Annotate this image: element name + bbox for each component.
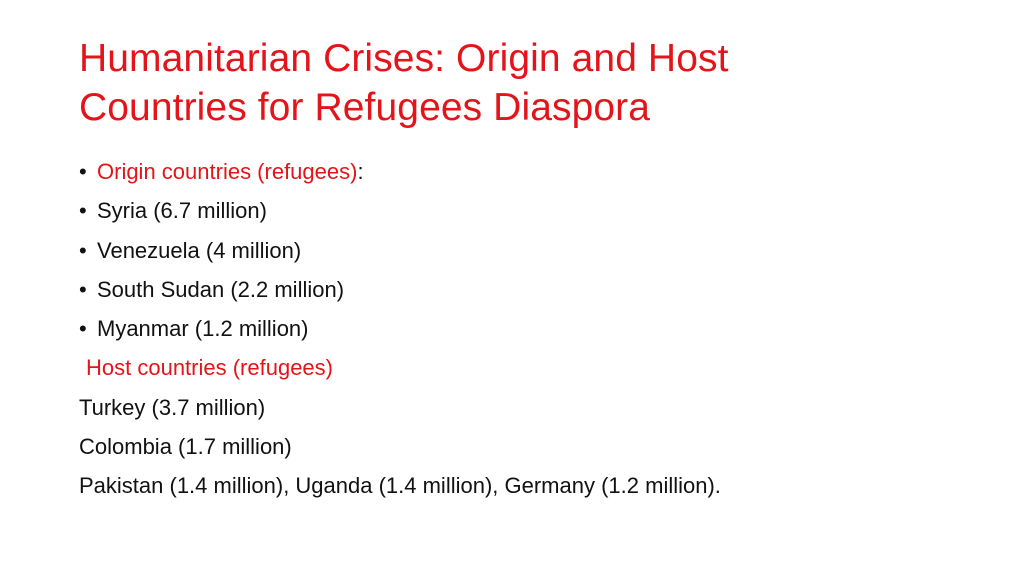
slide-body: • Origin countries (refugees): • Syria (6.…: [79, 152, 979, 506]
bullet-icon: •: [79, 198, 87, 224]
origin-heading-item: • Origin countries (refugees):: [79, 152, 979, 191]
bullet-icon: •: [79, 237, 87, 263]
origin-item-label: Myanmar (1.2 million): [97, 316, 309, 342]
origin-item-label: Syria (6.7 million): [97, 198, 267, 224]
origin-item-myanmar: • Myanmar (1.2 million): [79, 309, 979, 348]
origin-heading: Origin countries (refugees): [97, 159, 358, 184]
origin-item-label: Venezuela (4 million): [97, 237, 302, 263]
slide-title-line-1: Humanitarian Crises: Origin and Host: [79, 37, 729, 80]
bullet-icon: •: [79, 316, 87, 342]
origin-item-syria: • Syria (6.7 million): [79, 191, 979, 230]
origin-heading-colon: :: [357, 159, 364, 184]
slide-title: Humanitarian Crises: Origin and Host Cou…: [79, 34, 959, 132]
host-item-turkey: Turkey (3.7 million): [79, 388, 979, 427]
host-item-label: Pakistan (1.4 million), Uganda (1.4 mill…: [79, 473, 721, 499]
host-item-colombia: Colombia (1.7 million): [79, 427, 979, 466]
origin-item-south-sudan: • South Sudan (2.2 million): [79, 270, 979, 309]
slide-title-line-2: Countries for Refugees Diaspora: [79, 86, 651, 129]
host-heading: Host countries (refugees): [86, 355, 333, 381]
bullet-icon: •: [79, 159, 87, 184]
bullet-icon: •: [79, 276, 87, 302]
host-item-label: Turkey (3.7 million): [79, 394, 266, 420]
host-item-others: Pakistan (1.4 million), Uganda (1.4 mill…: [79, 466, 979, 505]
origin-item-label: South Sudan (2.2 million): [97, 276, 345, 302]
host-item-label: Colombia (1.7 million): [79, 434, 292, 460]
origin-item-venezuela: • Venezuela (4 million): [79, 231, 979, 270]
host-heading-item: Host countries (refugees): [79, 348, 979, 387]
